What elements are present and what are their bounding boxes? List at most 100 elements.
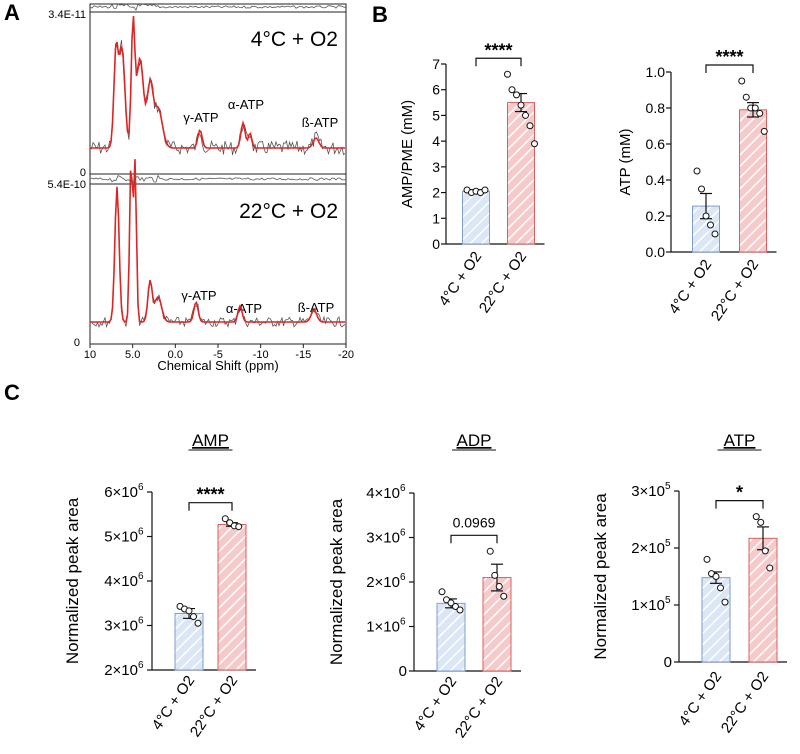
spectrum-top-residual-trace: [89, 2, 347, 11]
y-tick-label: 0.0: [646, 244, 666, 260]
y-tick-label: 4×10: [104, 573, 138, 590]
category-label: 22°C + O2: [708, 257, 762, 325]
chart-title: AMP: [192, 431, 229, 450]
y-tick-label: 1: [432, 210, 440, 226]
data-point: [742, 93, 750, 101]
significance-label: ****: [484, 40, 512, 60]
significance-bracket: [475, 57, 522, 67]
y-tick-label: 3×10: [104, 618, 138, 635]
spectrum-x-tick-label: 5.0: [125, 349, 140, 361]
significance-label: ****: [196, 485, 224, 505]
y-tick-label: 4×10: [366, 485, 400, 502]
y-tick-label: 3×10: [366, 530, 400, 547]
data-point: [185, 607, 193, 615]
category-label: 4°C + O2: [666, 257, 716, 318]
peak-label-gamma-top: γ-ATP: [183, 110, 218, 125]
data-point: [481, 186, 489, 194]
data-point: [495, 582, 503, 590]
significance-label: ****: [715, 47, 743, 67]
category-label: 4°C + O2: [436, 249, 486, 310]
peak-label-beta-bottom: ß-ATP: [298, 300, 335, 315]
data-point: [693, 167, 701, 175]
data-point: [721, 598, 729, 606]
data-point: [703, 555, 711, 563]
y-tick-label: 0.6: [646, 136, 666, 152]
y-tick-exponent: 6: [138, 482, 144, 493]
spectrum-x-axis: 10 5.0 0.0 -5 -10 -15 -20: [84, 344, 354, 361]
y-tick-label: 1×10: [366, 619, 400, 636]
spectrum-top-title: 4°C + O2: [251, 28, 338, 51]
spectrum-bottom-residual-trace: [89, 174, 346, 183]
y-axis-label: Normalized peak area: [591, 493, 610, 660]
category-label: 22°C + O2: [452, 674, 506, 742]
spectrum-x-tick-label: 0.0: [168, 349, 183, 361]
y-tick-exponent: 5: [665, 595, 671, 606]
y-tick-label: 6×10: [104, 484, 138, 501]
data-point: [500, 592, 508, 600]
spectrum-x-tick-label: -15: [295, 349, 311, 361]
data-point: [766, 564, 774, 572]
y-tick-label: 3×10: [631, 483, 665, 500]
y-tick-label: 0.2: [646, 208, 666, 224]
spectrum-panel: 3.4E-11 0 5.4E-10 0 4°C + O2 22°C + O2 γ…: [47, 2, 354, 373]
y-tick-exponent: 6: [138, 660, 144, 671]
panel-label-b: B: [372, 2, 388, 27]
y-tick-label: 0.4: [646, 172, 666, 188]
y-tick-exponent: 6: [138, 527, 144, 538]
significance-label: *: [736, 483, 743, 503]
spectrum-bottom-fit-trace: [90, 159, 345, 323]
spectrum-bottom-ymax: 5.4E-10: [47, 179, 86, 191]
y-tick-exponent: 6: [138, 571, 144, 582]
data-point: [752, 513, 760, 521]
significance-bracket: [450, 534, 498, 544]
data-point: [513, 91, 520, 99]
y-tick-exponent: 5: [665, 538, 671, 549]
y-tick-exponent: 6: [400, 572, 406, 583]
data-point: [447, 599, 455, 607]
spectrum-bottom-ymin: 0: [74, 337, 80, 349]
chart-title: ATP: [724, 431, 756, 450]
data-point: [235, 523, 243, 531]
y-tick-label: 2×10: [631, 540, 665, 557]
bar: [436, 602, 466, 672]
peak-label-beta-top: ß-ATP: [302, 115, 339, 130]
data-point: [717, 584, 724, 592]
data-point: [760, 127, 768, 135]
data-point: [757, 518, 765, 526]
y-axis-label: ATP (mM): [617, 129, 634, 196]
y-tick-label: 2×10: [366, 574, 400, 591]
data-point: [486, 547, 494, 555]
data-point: [711, 230, 719, 238]
peak-label-alpha-top: α-ATP: [228, 97, 264, 112]
y-tick-exponent: 6: [400, 483, 406, 494]
data-point: [438, 588, 446, 596]
y-tick-label: 1×10: [631, 597, 665, 614]
y-tick-label: 0: [432, 236, 440, 252]
spectrum-x-tick-label: 10: [84, 349, 96, 361]
data-point: [756, 109, 764, 117]
data-point: [698, 185, 705, 193]
y-tick-label: 4: [432, 133, 440, 149]
significance-label: 0.0969: [453, 514, 496, 530]
spectrum-x-tick-label: -5: [213, 349, 223, 361]
data-point: [190, 613, 197, 621]
data-point: [751, 104, 759, 112]
category-label: 22°C + O2: [718, 669, 772, 737]
chart-title: ADP: [457, 431, 492, 450]
y-tick-label: 6: [432, 82, 440, 98]
data-point: [761, 547, 769, 555]
significance-bracket: [188, 502, 233, 511]
data-point: [194, 619, 202, 627]
y-tick-label: 0: [664, 654, 672, 671]
y-tick-label: 5: [432, 107, 440, 123]
y-tick-exponent: 6: [400, 617, 406, 628]
y-axis-label: Normalized peak area: [63, 497, 82, 664]
y-axis-label: AMP/PME (mM): [399, 100, 416, 208]
spectrum-top-fit-trace: [90, 16, 345, 149]
data-point: [456, 606, 464, 614]
data-point: [526, 122, 534, 130]
spectrum-bottom-title: 22°C + O2: [239, 200, 338, 223]
